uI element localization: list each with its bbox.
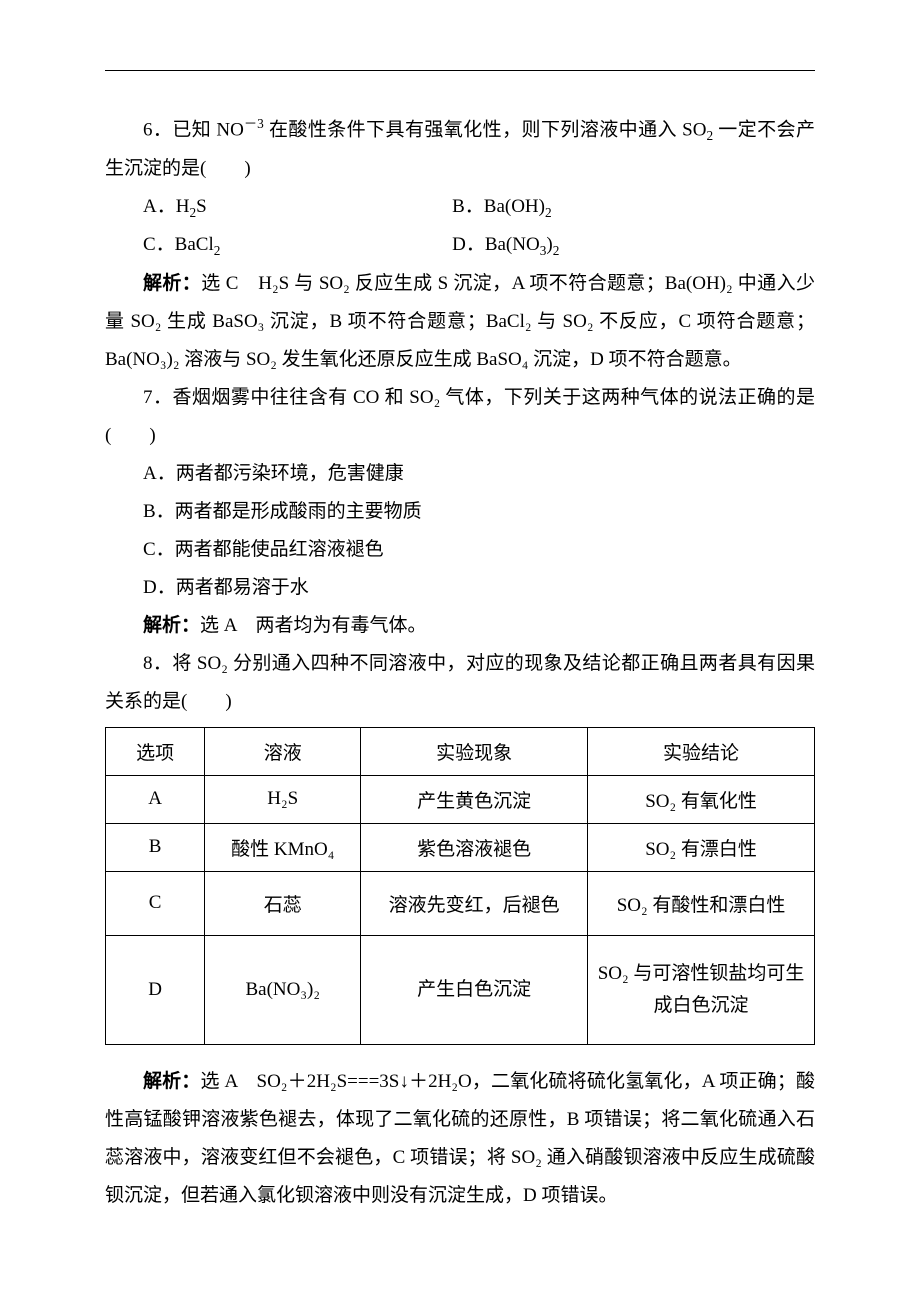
q7-opt-a: A．两者都污染环境，危害健康: [105, 455, 815, 493]
cell-phen: 溶液先变红，后褪色: [361, 871, 588, 935]
cell-phen: 产生白色沉淀: [361, 935, 588, 1045]
q8-stem: 8．将 SO₂ 分别通入四种不同溶液中，对应的现象及结论都正确且两者具有因果关系…: [105, 645, 815, 721]
page: 6．已知 NO－3 在酸性条件下具有强氧化性，则下列溶液中通入 SO2 一定不会…: [0, 0, 920, 1302]
q7-opt-b: B．两者都是形成酸雨的主要物质: [105, 493, 815, 531]
q8-ans-pick: 选 A: [200, 1071, 256, 1092]
q6-stem-a: 6．已知 NO: [143, 119, 244, 140]
th-conclusion: 实验结论: [588, 727, 815, 775]
cell-phen: 产生黄色沉淀: [361, 775, 588, 823]
q6-opt-d: D．Ba(NO3)2: [452, 226, 815, 264]
table-header-row: 选项 溶液 实验现象 实验结论: [106, 727, 815, 775]
q7-ans-text: 两者均为有毒气体。: [255, 615, 426, 636]
q7-stem: 7．香烟烟雾中往往含有 CO 和 SO₂ 气体，下列关于这两种气体的说法正确的是…: [105, 379, 815, 455]
q6-opt-a: A．H2S: [143, 188, 452, 226]
cell-sol: 酸性 KMnO₄: [205, 823, 361, 871]
q6-ans-pick: 选 C: [201, 273, 258, 294]
cell-sol: H₂S: [205, 775, 361, 823]
q6-stem: 6．已知 NO－3 在酸性条件下具有强氧化性，则下列溶液中通入 SO2 一定不会…: [105, 111, 815, 188]
q6-stem-sup: －3: [244, 116, 264, 131]
th-option: 选项: [106, 727, 205, 775]
q8-answer: 解析：选 A SO₂＋2H₂S===3S↓＋2H₂O，二氧化硫将硫化氢氧化，A …: [105, 1063, 815, 1215]
cell-opt: D: [106, 935, 205, 1045]
q6-stem-b: 在酸性条件下具有强氧化性，则下列溶液中通入 SO: [264, 119, 707, 140]
cell-phen: 紫色溶液褪色: [361, 823, 588, 871]
q7-answer: 解析：选 A 两者均为有毒气体。: [105, 607, 815, 645]
q7-opt-d: D．两者都易溶于水: [105, 569, 815, 607]
q7-ans-pick: 选 A: [200, 615, 255, 636]
q6-answer: 解析：选 C H₂S 与 SO₂ 反应生成 S 沉淀，A 项不符合题意；Ba(O…: [105, 265, 815, 379]
cell-conc: SO₂ 与可溶性钡盐均可生成白色沉淀: [588, 935, 815, 1045]
table-row: D Ba(NO₃)₂ 产生白色沉淀 SO₂ 与可溶性钡盐均可生成白色沉淀: [106, 935, 815, 1045]
q8-table: 选项 溶液 实验现象 实验结论 A H₂S 产生黄色沉淀 SO₂ 有氧化性 B …: [105, 727, 815, 1046]
table-row: C 石蕊 溶液先变红，后褪色 SO₂ 有酸性和漂白性: [106, 871, 815, 935]
cell-conc: SO₂ 有酸性和漂白性: [588, 871, 815, 935]
answer-label: 解析：: [143, 615, 200, 636]
cell-opt: C: [106, 871, 205, 935]
q6-opt-c: C．BaCl2: [143, 226, 452, 264]
cell-conc: SO₂ 有漂白性: [588, 823, 815, 871]
q7-opt-c: C．两者都能使品红溶液褪色: [105, 531, 815, 569]
q6-opt-b: B．Ba(OH)2: [452, 188, 815, 226]
cell-opt: A: [106, 775, 205, 823]
answer-label: 解析：: [143, 273, 201, 294]
cell-sol: Ba(NO₃)₂: [205, 935, 361, 1045]
th-phenomenon: 实验现象: [361, 727, 588, 775]
th-solution: 溶液: [205, 727, 361, 775]
answer-label: 解析：: [143, 1071, 200, 1092]
q6-opts-row2: C．BaCl2 D．Ba(NO3)2: [105, 226, 815, 264]
cell-sol: 石蕊: [205, 871, 361, 935]
cell-conc: SO₂ 有氧化性: [588, 775, 815, 823]
table-row: A H₂S 产生黄色沉淀 SO₂ 有氧化性: [106, 775, 815, 823]
header-rule: [105, 70, 815, 71]
q6-opts-row1: A．H2S B．Ba(OH)2: [105, 188, 815, 226]
cell-opt: B: [106, 823, 205, 871]
table-row: B 酸性 KMnO₄ 紫色溶液褪色 SO₂ 有漂白性: [106, 823, 815, 871]
